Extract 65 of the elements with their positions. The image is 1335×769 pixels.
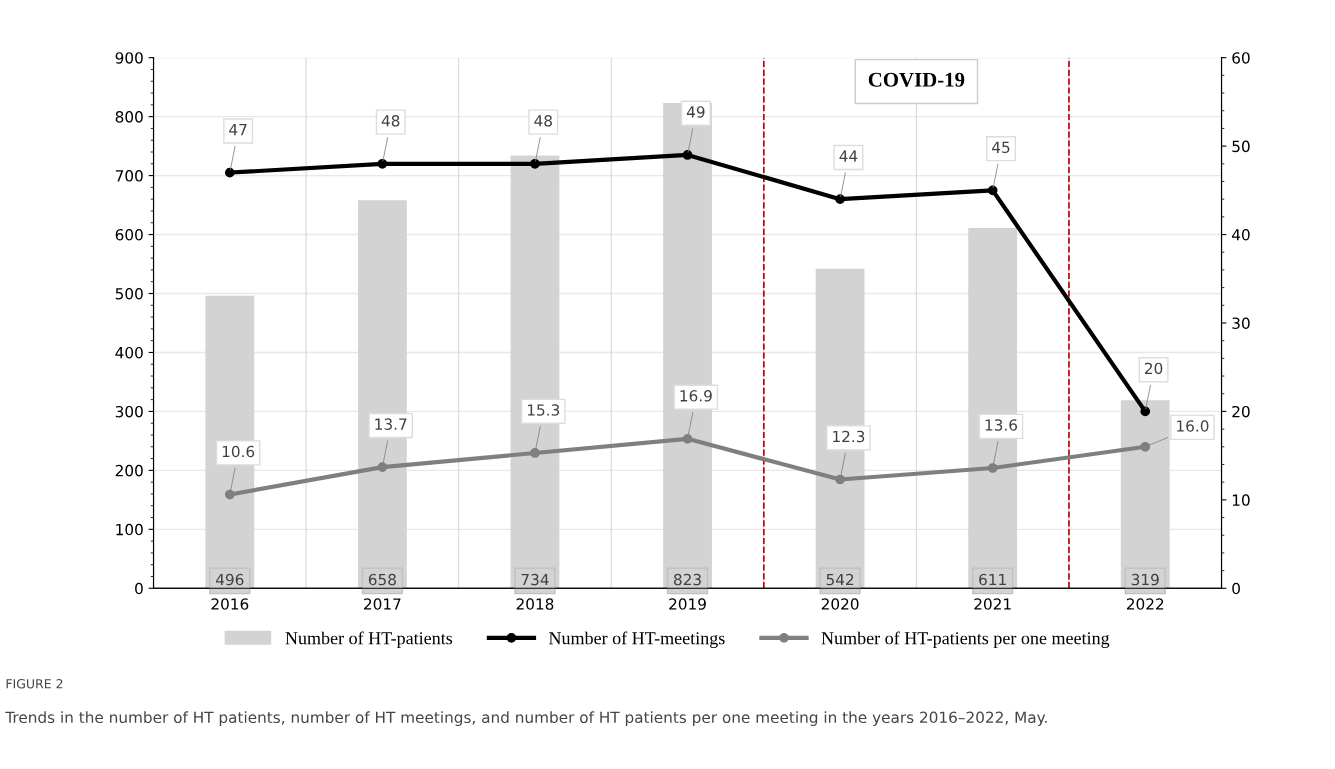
x-tick-label: 2021: [974, 598, 1011, 610]
data-label: 48: [534, 115, 552, 127]
y-tick-label: 0: [135, 582, 143, 595]
point: [987, 463, 998, 473]
data-label: 16.9: [680, 390, 712, 402]
data-label: 48: [381, 115, 400, 127]
x-tick-label: 2022: [1126, 598, 1164, 610]
point: [682, 433, 693, 444]
point: [835, 194, 845, 205]
y-tick-label: 100: [116, 523, 143, 536]
data-label: 13.7: [375, 418, 407, 430]
data-label: 49: [686, 106, 705, 118]
y-tick-label: 700: [115, 170, 143, 182]
data-label: 496: [215, 573, 244, 586]
point: [682, 150, 693, 160]
data-label: 823: [673, 573, 701, 586]
y-tick-label: 500: [115, 287, 143, 300]
x-tick-label: 2019: [669, 598, 706, 610]
annotation: COVID-19: [868, 72, 965, 87]
y2-tick-label: 0: [1232, 582, 1240, 595]
data-label: 12.3: [833, 430, 865, 443]
point: [377, 462, 388, 472]
caption: FIGURE 2: [6, 678, 63, 689]
data-label: 16.0: [1177, 420, 1209, 432]
y-tick-label: 400: [115, 346, 143, 359]
data-label: 44: [839, 150, 858, 162]
data-label: 319: [1131, 573, 1159, 586]
point: [835, 474, 845, 485]
y-tick-label: 900: [115, 52, 143, 64]
data-label: 20: [1144, 362, 1163, 375]
y2-tick-label: 40: [1231, 229, 1250, 241]
point: [530, 158, 540, 169]
point: [987, 185, 998, 196]
data-label: 658: [368, 573, 396, 586]
y2-tick-label: 10: [1232, 494, 1250, 506]
y2-tick-label: 20: [1232, 405, 1250, 418]
y-tick-label: 800: [115, 111, 143, 123]
data-label: 45: [992, 141, 1010, 154]
data-label: 10.6: [222, 445, 255, 458]
y-tick-label: 600: [115, 229, 143, 241]
legend-label: Number of HT-meetings: [548, 631, 725, 649]
text: Trends in the number of HT patients, number of HT meetings, and number of HT patients per one meeting in the years 2016–2022, May.: [5, 711, 1047, 727]
point: [377, 158, 388, 169]
x-tick-label: 2018: [516, 598, 554, 610]
point: [224, 167, 235, 178]
legend-label: Number of HT-patients per one meeting: [821, 631, 1110, 649]
y-tick-label: 300: [115, 405, 143, 418]
data-label: 611: [979, 573, 1006, 586]
y2-tick-label: 30: [1232, 317, 1250, 329]
y2-tick-label: 50: [1232, 140, 1250, 153]
data-label: 47: [229, 124, 247, 136]
data-label: 13.6: [985, 419, 1018, 431]
point: [530, 448, 540, 458]
legend-label: Number of HT-patients: [285, 631, 453, 649]
point: [224, 489, 235, 500]
data-label: 15.3: [527, 404, 560, 416]
x-tick-label: 2020: [821, 598, 859, 610]
data-label: 542: [826, 573, 854, 586]
x-tick-label: 2016: [211, 598, 249, 610]
y2-tick-label: 60: [1232, 52, 1250, 64]
y-tick-label: 200: [115, 464, 143, 477]
point: [1140, 441, 1151, 452]
data-label: 734: [521, 573, 549, 586]
point: [1140, 406, 1151, 417]
x-tick-label: 2017: [364, 598, 401, 610]
